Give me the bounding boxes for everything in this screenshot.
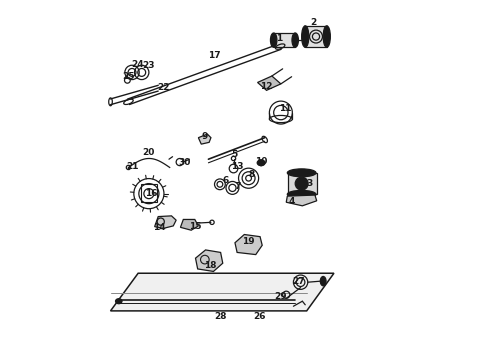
Text: 17: 17: [208, 51, 221, 60]
Ellipse shape: [287, 190, 316, 198]
Text: 16: 16: [146, 189, 158, 198]
Text: 1: 1: [276, 34, 282, 43]
Ellipse shape: [320, 276, 326, 286]
Text: 18: 18: [204, 261, 216, 270]
Text: 12: 12: [260, 82, 273, 91]
Text: 27: 27: [292, 276, 304, 285]
Text: 30: 30: [178, 158, 191, 167]
Text: 3: 3: [306, 179, 313, 188]
Ellipse shape: [323, 26, 330, 47]
Ellipse shape: [116, 299, 122, 304]
Polygon shape: [111, 273, 334, 311]
Text: 9: 9: [202, 132, 208, 141]
Text: 11: 11: [279, 104, 292, 113]
Circle shape: [295, 177, 308, 190]
Circle shape: [258, 160, 264, 166]
Text: 23: 23: [143, 62, 155, 71]
Polygon shape: [305, 26, 327, 47]
Ellipse shape: [292, 33, 298, 47]
Polygon shape: [155, 216, 176, 228]
Polygon shape: [235, 234, 262, 255]
Text: 26: 26: [253, 312, 266, 321]
Text: 25: 25: [122, 72, 135, 81]
Text: 13: 13: [231, 162, 244, 171]
Text: 14: 14: [153, 223, 166, 232]
Ellipse shape: [287, 169, 316, 177]
Text: 8: 8: [248, 170, 255, 179]
Polygon shape: [258, 76, 281, 90]
Polygon shape: [198, 134, 211, 144]
Ellipse shape: [270, 33, 277, 47]
Text: 6: 6: [222, 176, 228, 185]
Text: 22: 22: [157, 83, 170, 92]
Text: 28: 28: [214, 312, 227, 321]
Circle shape: [298, 180, 305, 187]
Text: 29: 29: [274, 292, 287, 301]
Text: 2: 2: [310, 18, 316, 27]
Ellipse shape: [302, 26, 309, 47]
Text: 20: 20: [142, 148, 154, 157]
Text: 19: 19: [242, 237, 254, 246]
Polygon shape: [180, 220, 198, 230]
Text: 21: 21: [126, 162, 138, 171]
Text: 15: 15: [189, 222, 201, 231]
Text: 4: 4: [289, 197, 295, 206]
Ellipse shape: [257, 160, 265, 166]
Polygon shape: [274, 33, 295, 47]
Text: 5: 5: [231, 150, 237, 159]
Text: 10: 10: [255, 157, 268, 166]
Polygon shape: [196, 250, 223, 271]
Polygon shape: [288, 173, 317, 194]
Text: 24: 24: [131, 60, 144, 69]
Text: 7: 7: [234, 182, 240, 191]
Polygon shape: [286, 195, 317, 206]
